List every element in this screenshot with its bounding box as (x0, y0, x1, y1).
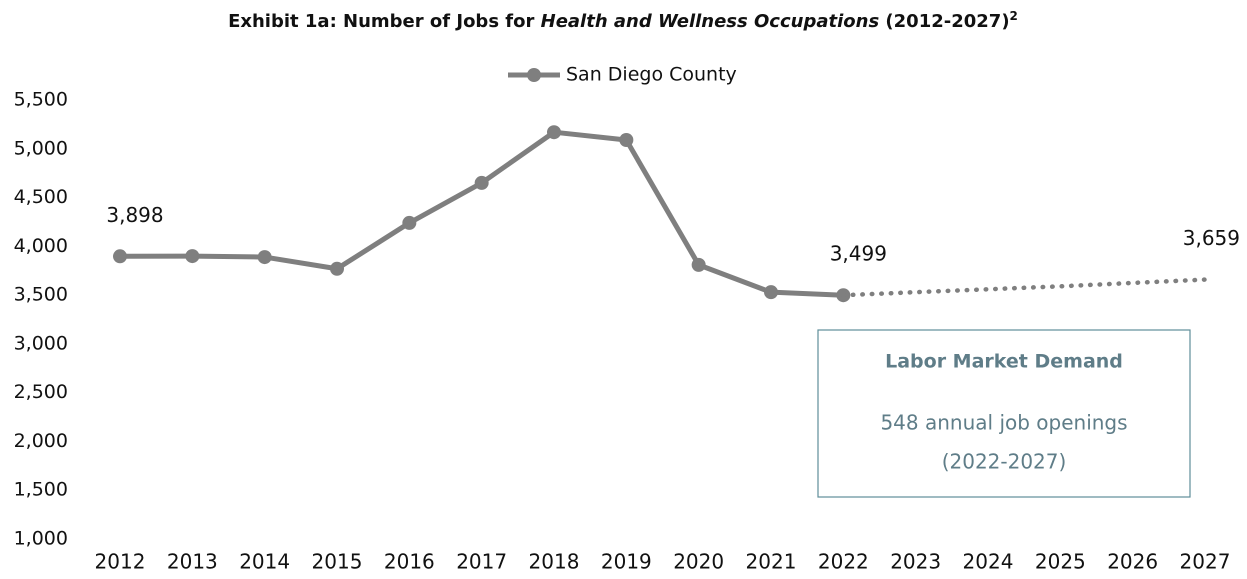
x-tick-label: 2026 (1107, 550, 1158, 574)
x-tick-label: 2015 (312, 550, 363, 574)
x-tick-label: 2017 (456, 550, 507, 574)
legend-marker (527, 68, 541, 82)
y-tick-label: 1,500 (14, 479, 68, 501)
point (113, 249, 127, 264)
point (185, 249, 200, 264)
point (257, 250, 272, 265)
x-tick-label: 2023 (890, 550, 941, 574)
x-tick-label: 2014 (239, 550, 290, 574)
data-label: 3,659 (1183, 226, 1240, 250)
point (619, 132, 634, 147)
point (402, 215, 417, 230)
series-line (117, 129, 846, 298)
x-tick-label: 2019 (601, 550, 652, 574)
y-tick-label: 3,000 (14, 332, 68, 354)
point (691, 257, 706, 272)
chart-title: Exhibit 1a: Number of Jobs for Health an… (228, 9, 1018, 33)
x-tick-label: 2025 (1035, 550, 1086, 574)
annotation-text: (2022-2027) (942, 450, 1067, 474)
point (330, 261, 344, 276)
title-part: Exhibit 1a: Number of Jobs for (228, 11, 541, 32)
y-tick-label: 1,000 (14, 528, 68, 550)
x-tick-label: 2012 (95, 550, 146, 574)
x-tick-label: 2016 (384, 550, 435, 574)
annotation-text: 548 annual job openings (880, 411, 1127, 435)
data-label: 3,499 (830, 242, 887, 266)
data-label: 3,898 (106, 203, 163, 227)
series-line (841, 277, 1208, 298)
legend-label: San Diego County (566, 64, 737, 86)
x-tick-label: 2027 (1180, 550, 1231, 574)
point (547, 125, 561, 140)
point (764, 285, 778, 300)
y-tick-label: 5,000 (14, 137, 68, 159)
annotation-box (817, 329, 1191, 498)
y-tick-label: 2,500 (14, 381, 68, 403)
y-tick-label: 3,500 (14, 284, 68, 306)
title-part: Health and Wellness Occupations (541, 11, 880, 32)
x-tick-label: 2018 (529, 550, 580, 574)
title-part: (2012-2027) (879, 11, 1009, 32)
x-tick-label: 2013 (167, 550, 218, 574)
x-tick-label: 2022 (818, 550, 869, 574)
point (474, 175, 489, 190)
x-tick-label: 2020 (673, 550, 724, 574)
y-tick-label: 4,000 (14, 235, 68, 257)
annotation-heading: Labor Market Demand (885, 351, 1123, 373)
x-tick-label: 2021 (746, 550, 797, 574)
y-tick-label: 5,500 (14, 89, 68, 111)
title-note: 2 (1010, 9, 1018, 23)
x-tick-label: 2024 (963, 550, 1014, 574)
y-tick-label: 4,500 (14, 186, 68, 208)
y-tick-label: 2,000 (14, 430, 68, 452)
